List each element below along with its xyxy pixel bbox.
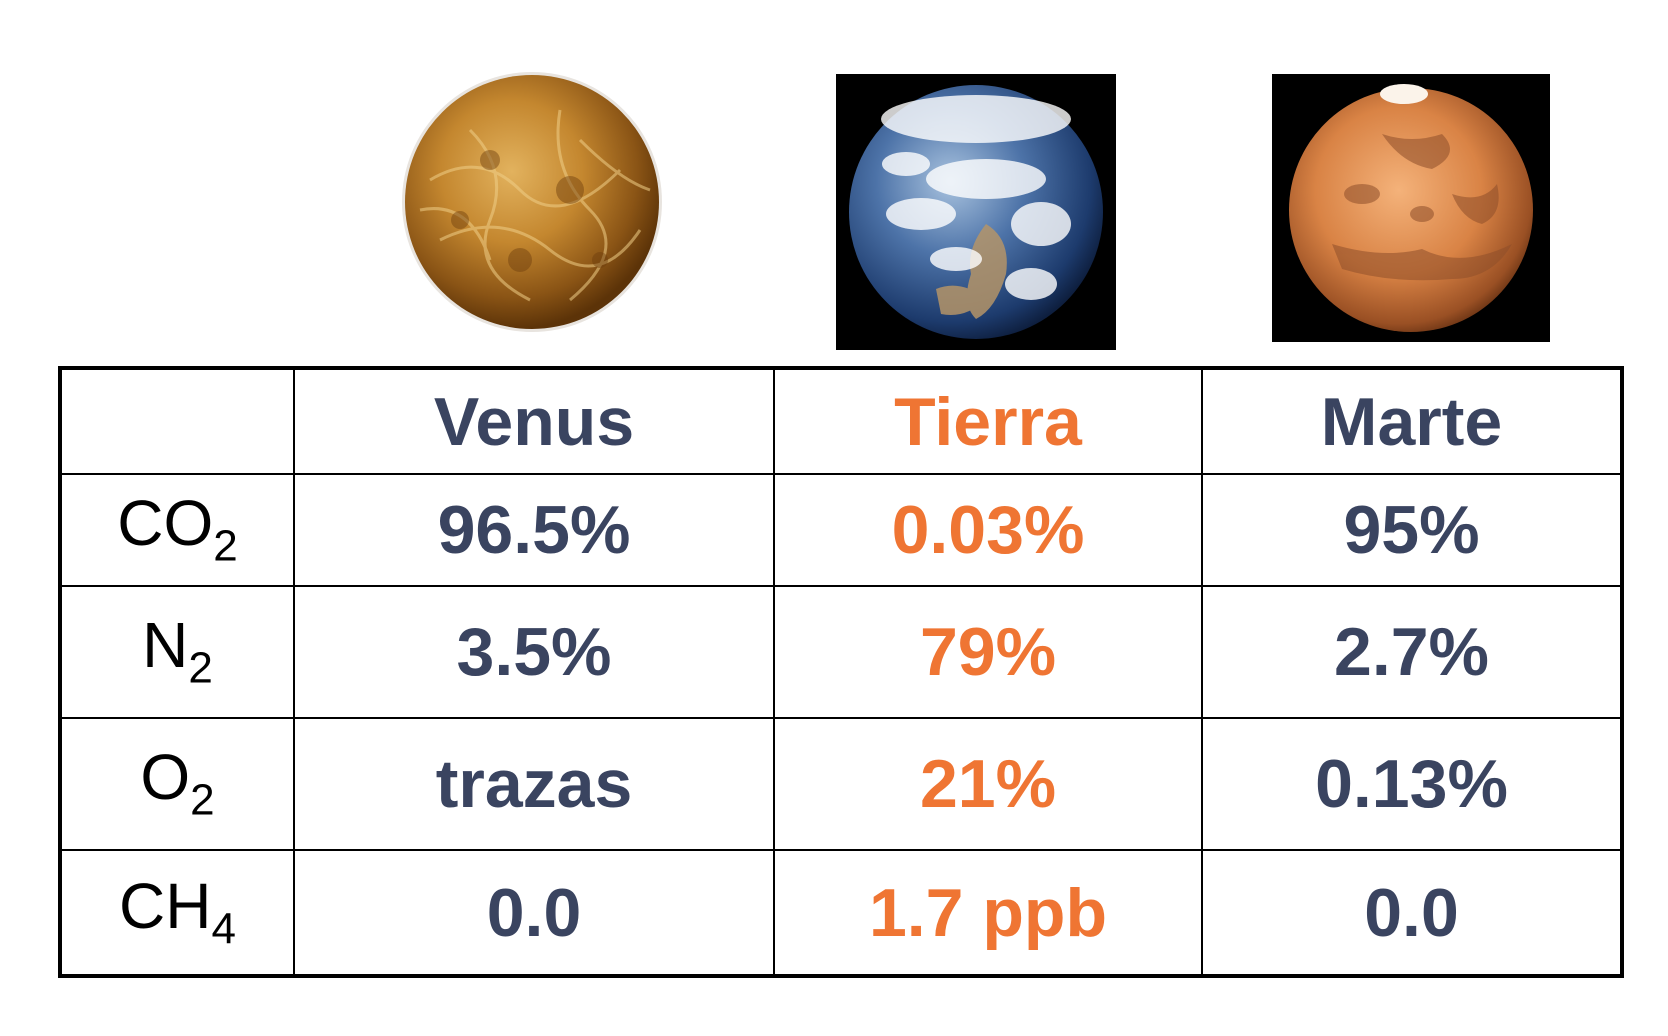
value-cell: 0.0 — [293, 849, 775, 977]
header-row: Venus Tierra Marte — [59, 367, 1623, 475]
venus-image — [400, 70, 664, 334]
earth-graphic — [836, 74, 1116, 350]
gas-label: CO2 — [59, 473, 295, 587]
table-row: N2 3.5% 79% 2.7% — [59, 585, 1623, 719]
value-cell: 3.5% — [293, 585, 775, 719]
empty-corner-cell — [59, 367, 295, 475]
value-cell: 96.5% — [293, 473, 775, 587]
gas-label: N2 — [59, 585, 295, 719]
value-cell: 95% — [1201, 473, 1623, 587]
earth-image — [836, 74, 1116, 350]
header-marte: Marte — [1201, 367, 1623, 475]
value-cell: 79% — [773, 585, 1203, 719]
table-row: O2 trazas 21% 0.13% — [59, 717, 1623, 851]
gas-label: CH4 — [59, 849, 295, 977]
table-row: CH4 0.0 1.7 ppb 0.0 — [59, 849, 1623, 977]
value-cell: 0.03% — [773, 473, 1203, 587]
gas-label: O2 — [59, 717, 295, 851]
mars-image — [1272, 74, 1550, 342]
value-cell: trazas — [293, 717, 775, 851]
table-row: CO2 96.5% 0.03% 95% — [59, 473, 1623, 587]
atmosphere-table: Venus Tierra Marte CO2 96.5% 0.03% 95% N… — [58, 366, 1624, 978]
value-cell: 0.13% — [1201, 717, 1623, 851]
value-cell: 0.0 — [1201, 849, 1623, 977]
value-cell: 21% — [773, 717, 1203, 851]
mars-graphic — [1272, 74, 1550, 342]
value-cell: 2.7% — [1201, 585, 1623, 719]
header-venus: Venus — [293, 367, 775, 475]
value-cell: 1.7 ppb — [773, 849, 1203, 977]
venus-graphic — [402, 72, 662, 332]
header-tierra: Tierra — [773, 367, 1203, 475]
